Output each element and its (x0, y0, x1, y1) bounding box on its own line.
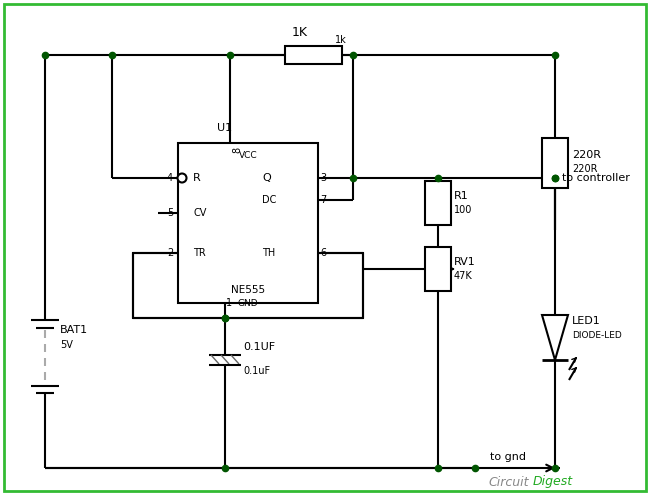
Text: to gnd: to gnd (490, 452, 526, 462)
Text: 47K: 47K (454, 271, 473, 281)
Text: VCC: VCC (239, 150, 257, 159)
Text: DIODE-LED: DIODE-LED (572, 331, 622, 340)
Text: RV1: RV1 (454, 257, 476, 267)
Text: DC: DC (262, 195, 276, 205)
Text: R: R (193, 173, 201, 183)
Text: 100: 100 (454, 205, 473, 215)
Polygon shape (542, 315, 568, 360)
Bar (178, 143, 318, 303)
Text: Q: Q (262, 173, 271, 183)
Text: 220R: 220R (572, 164, 597, 175)
Text: 1k: 1k (335, 35, 346, 45)
Text: 220R: 220R (572, 150, 601, 160)
Bar (285, 46, 342, 64)
Text: 0.1UF: 0.1UF (243, 342, 275, 352)
Text: CV: CV (193, 208, 207, 218)
Text: U1: U1 (218, 123, 233, 133)
Bar (425, 181, 451, 225)
Text: 6: 6 (320, 248, 326, 258)
Text: TR: TR (193, 248, 206, 258)
Text: 5: 5 (167, 208, 173, 218)
Text: 0.1uF: 0.1uF (243, 366, 270, 376)
Text: Digest: Digest (533, 476, 573, 489)
Text: 4: 4 (167, 173, 173, 183)
Text: to controller: to controller (562, 173, 630, 183)
Text: 2: 2 (167, 248, 173, 258)
Bar (542, 138, 568, 188)
Text: BAT1: BAT1 (60, 325, 88, 335)
Text: GND: GND (238, 298, 258, 307)
Text: TH: TH (262, 248, 275, 258)
Text: 3: 3 (320, 173, 326, 183)
Text: NE555: NE555 (231, 285, 265, 295)
Text: 7: 7 (320, 195, 326, 205)
Text: 5V: 5V (60, 340, 73, 350)
Text: 1: 1 (226, 298, 232, 308)
Bar (133, 253, 363, 318)
Text: LED1: LED1 (572, 316, 601, 326)
Text: R1: R1 (454, 191, 469, 201)
Circle shape (177, 174, 187, 183)
Bar (425, 247, 451, 291)
Text: 1K: 1K (292, 27, 308, 40)
Text: Circuit: Circuit (488, 476, 528, 489)
Text: 8: 8 (232, 147, 242, 153)
